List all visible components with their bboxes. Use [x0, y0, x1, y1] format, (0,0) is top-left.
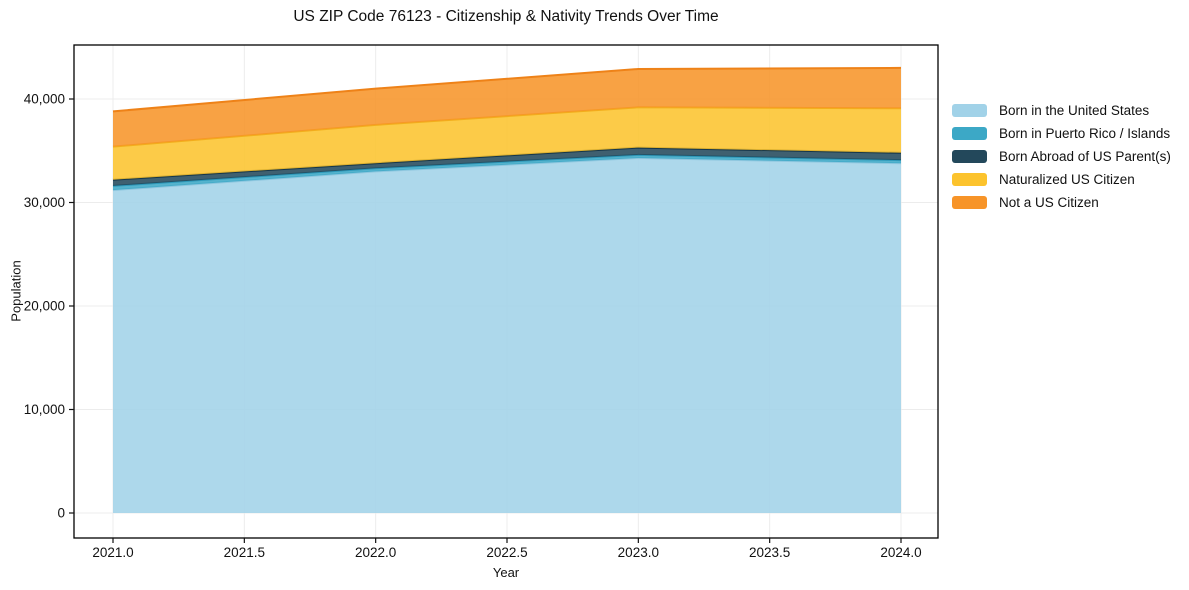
- legend-swatch-icon: [952, 196, 987, 209]
- legend-swatch-icon: [952, 173, 987, 186]
- y-tick-label: 10,000: [24, 402, 65, 417]
- legend-label: Naturalized US Citizen: [999, 172, 1135, 187]
- legend-swatch-icon: [952, 104, 987, 117]
- x-tick-label: 2022.0: [355, 545, 396, 560]
- legend-item-born-in-the-united-states[interactable]: Born in the United States: [952, 103, 1171, 118]
- legend-item-not-a-us-citizen[interactable]: Not a US Citizen: [952, 195, 1171, 210]
- area-naturalized-us-citizen: [113, 107, 901, 180]
- legend-label: Born in the United States: [999, 103, 1150, 118]
- plot-area[interactable]: [74, 45, 938, 538]
- line-not-a-us-citizen: [112, 66, 902, 113]
- y-tick-label: 20,000: [24, 299, 65, 314]
- x-tick-label: 2021.5: [224, 545, 265, 560]
- legend-item-born-abroad-of-us-parent-s-[interactable]: Born Abroad of US Parent(s): [952, 149, 1171, 164]
- legend-item-born-in-puerto-rico-islands[interactable]: Born in Puerto Rico / Islands: [952, 126, 1171, 141]
- chart-title: US ZIP Code 76123 - Citizenship & Nativi…: [293, 8, 719, 25]
- x-tick-label: 2021.0: [92, 545, 133, 560]
- x-tick-label: 2023.5: [749, 545, 790, 560]
- x-tick-label: 2022.5: [486, 545, 527, 560]
- y-tick-label: 40,000: [24, 92, 65, 107]
- legend-label: Born in Puerto Rico / Islands: [999, 126, 1171, 141]
- area-not-a-us-citizen: [113, 67, 901, 147]
- plot-frame: [73, 44, 939, 539]
- x-tick-label: 2024.0: [880, 545, 921, 560]
- y-tick-label: 30,000: [24, 195, 65, 210]
- legend-item-naturalized-us-citizen[interactable]: Naturalized US Citizen: [952, 172, 1171, 187]
- x-tick-label: 2023.0: [618, 545, 659, 560]
- area-born-in-the-united-states: [113, 158, 901, 513]
- legend-swatch-icon: [952, 127, 987, 140]
- legend-label: Born Abroad of US Parent(s): [999, 149, 1171, 164]
- y-tick-label: 0: [57, 506, 65, 521]
- legend-label: Not a US Citizen: [999, 195, 1099, 210]
- y-axis-title: Population: [8, 260, 24, 322]
- legend: Born in the United States Born in Puerto …: [952, 103, 1171, 219]
- legend-swatch-icon: [952, 150, 987, 163]
- x-axis-title: Year: [492, 565, 520, 580]
